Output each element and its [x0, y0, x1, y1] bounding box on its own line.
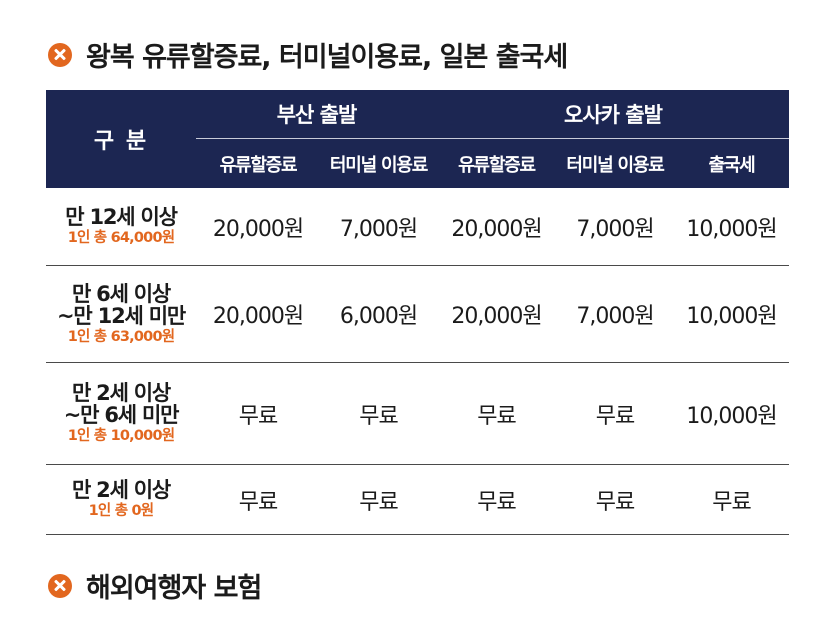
- header-column: 출국세: [674, 138, 789, 188]
- table-cell: 무료: [196, 464, 320, 535]
- section-heading-insurance: 해외여행자 보험: [48, 566, 262, 605]
- x-circle-icon: [48, 573, 72, 598]
- table-cell: 6,000원: [320, 265, 437, 363]
- table-cell: 무료: [196, 362, 320, 465]
- header-column: 터미널 이용료: [556, 138, 674, 188]
- table-cell: 무료: [320, 362, 437, 465]
- table-cell: 10,000원: [674, 265, 789, 363]
- header-group-busan: 부산 출발: [196, 90, 437, 139]
- table-cell: 무료: [437, 362, 556, 465]
- table-row: 만 6세 이상 ~만 12세 미만 1인 총 63,000원 20,000원 6…: [46, 265, 789, 363]
- header-column: 유류할증료: [196, 138, 320, 188]
- section-title: 왕복 유류할증료, 터미널이용료, 일본 출국세: [86, 42, 568, 73]
- table-row: 만 12세 이상 1인 총 64,000원 20,000원 7,000원 20,…: [46, 188, 789, 266]
- age-range: 만 2세 이상: [71, 478, 171, 503]
- header-category: 구 분: [46, 90, 196, 188]
- table-cell: 7,000원: [556, 188, 674, 266]
- total-fee: 1인 총 64,000원: [67, 230, 175, 247]
- table-cell: 20,000원: [437, 188, 556, 266]
- table-cell: 7,000원: [320, 188, 437, 266]
- header-column: 유류할증료: [437, 138, 556, 188]
- fee-table: 구 분 부산 출발 오사카 출발 유류할증료 터미널 이용료 유류할증료 터미널…: [46, 90, 789, 535]
- row-label: 만 2세 이상 1인 총 0원: [46, 464, 196, 535]
- age-range: 만 2세 이상: [71, 381, 171, 406]
- table-cell: 20,000원: [196, 188, 320, 266]
- row-label: 만 12세 이상 1인 총 64,000원: [46, 188, 196, 266]
- table-cell: 20,000원: [437, 265, 556, 363]
- table-cell: 무료: [320, 464, 437, 535]
- table-cell: 10,000원: [674, 362, 789, 465]
- table-cell: 10,000원: [674, 188, 789, 266]
- total-fee: 1인 총 10,000원: [67, 428, 175, 445]
- section-heading-fees: 왕복 유류할증료, 터미널이용료, 일본 출국세: [48, 35, 568, 74]
- age-range-upper: ~만 12세 미만: [57, 303, 186, 328]
- total-fee: 1인 총 63,000원: [67, 328, 175, 345]
- table-row: 만 2세 이상 1인 총 0원 무료 무료 무료 무료 무료: [46, 464, 789, 535]
- row-label: 만 6세 이상 ~만 12세 미만 1인 총 63,000원: [46, 265, 196, 363]
- total-fee: 1인 총 0원: [88, 503, 155, 520]
- header-group-osaka: 오사카 출발: [437, 90, 789, 139]
- age-range: 만 6세 이상: [71, 281, 171, 306]
- x-circle-icon: [48, 42, 72, 67]
- age-range: 만 12세 이상: [65, 205, 178, 230]
- table-cell: 무료: [556, 362, 674, 465]
- table-cell: 무료: [437, 464, 556, 535]
- table-cell: 무료: [556, 464, 674, 535]
- row-label: 만 2세 이상 ~만 6세 미만 1인 총 10,000원: [46, 362, 196, 465]
- header-column: 터미널 이용료: [320, 138, 437, 188]
- table-row: 만 2세 이상 ~만 6세 미만 1인 총 10,000원 무료 무료 무료 무…: [46, 362, 789, 465]
- age-range-upper: ~만 6세 미만: [63, 403, 180, 428]
- table-cell: 20,000원: [196, 265, 320, 363]
- table-cell: 7,000원: [556, 265, 674, 363]
- section-title: 해외여행자 보험: [86, 573, 262, 604]
- table-cell: 무료: [674, 464, 789, 535]
